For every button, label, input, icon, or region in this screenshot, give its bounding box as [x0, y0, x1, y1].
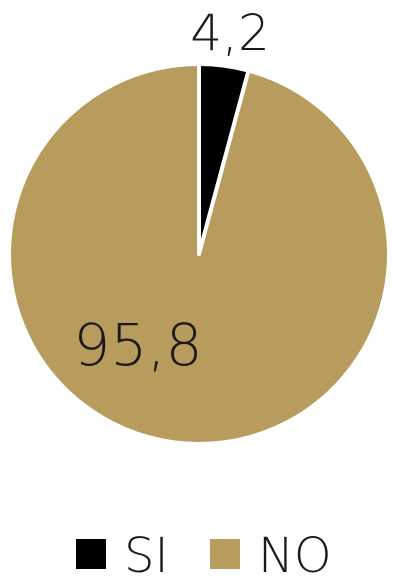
slice-label-no: 95,8 [73, 311, 202, 379]
pie-slices [7, 62, 391, 446]
legend-label-no: NO [258, 528, 332, 584]
slice-label-si: 4,2 [190, 4, 270, 62]
slice-labels: 4,2 95,8 [73, 4, 269, 379]
legend-swatch-no [210, 539, 240, 569]
pie-slice-no [7, 62, 391, 446]
legend-label-si: SI [124, 528, 169, 584]
legend-swatch-si [76, 539, 106, 569]
legend: SI NO [76, 528, 332, 584]
